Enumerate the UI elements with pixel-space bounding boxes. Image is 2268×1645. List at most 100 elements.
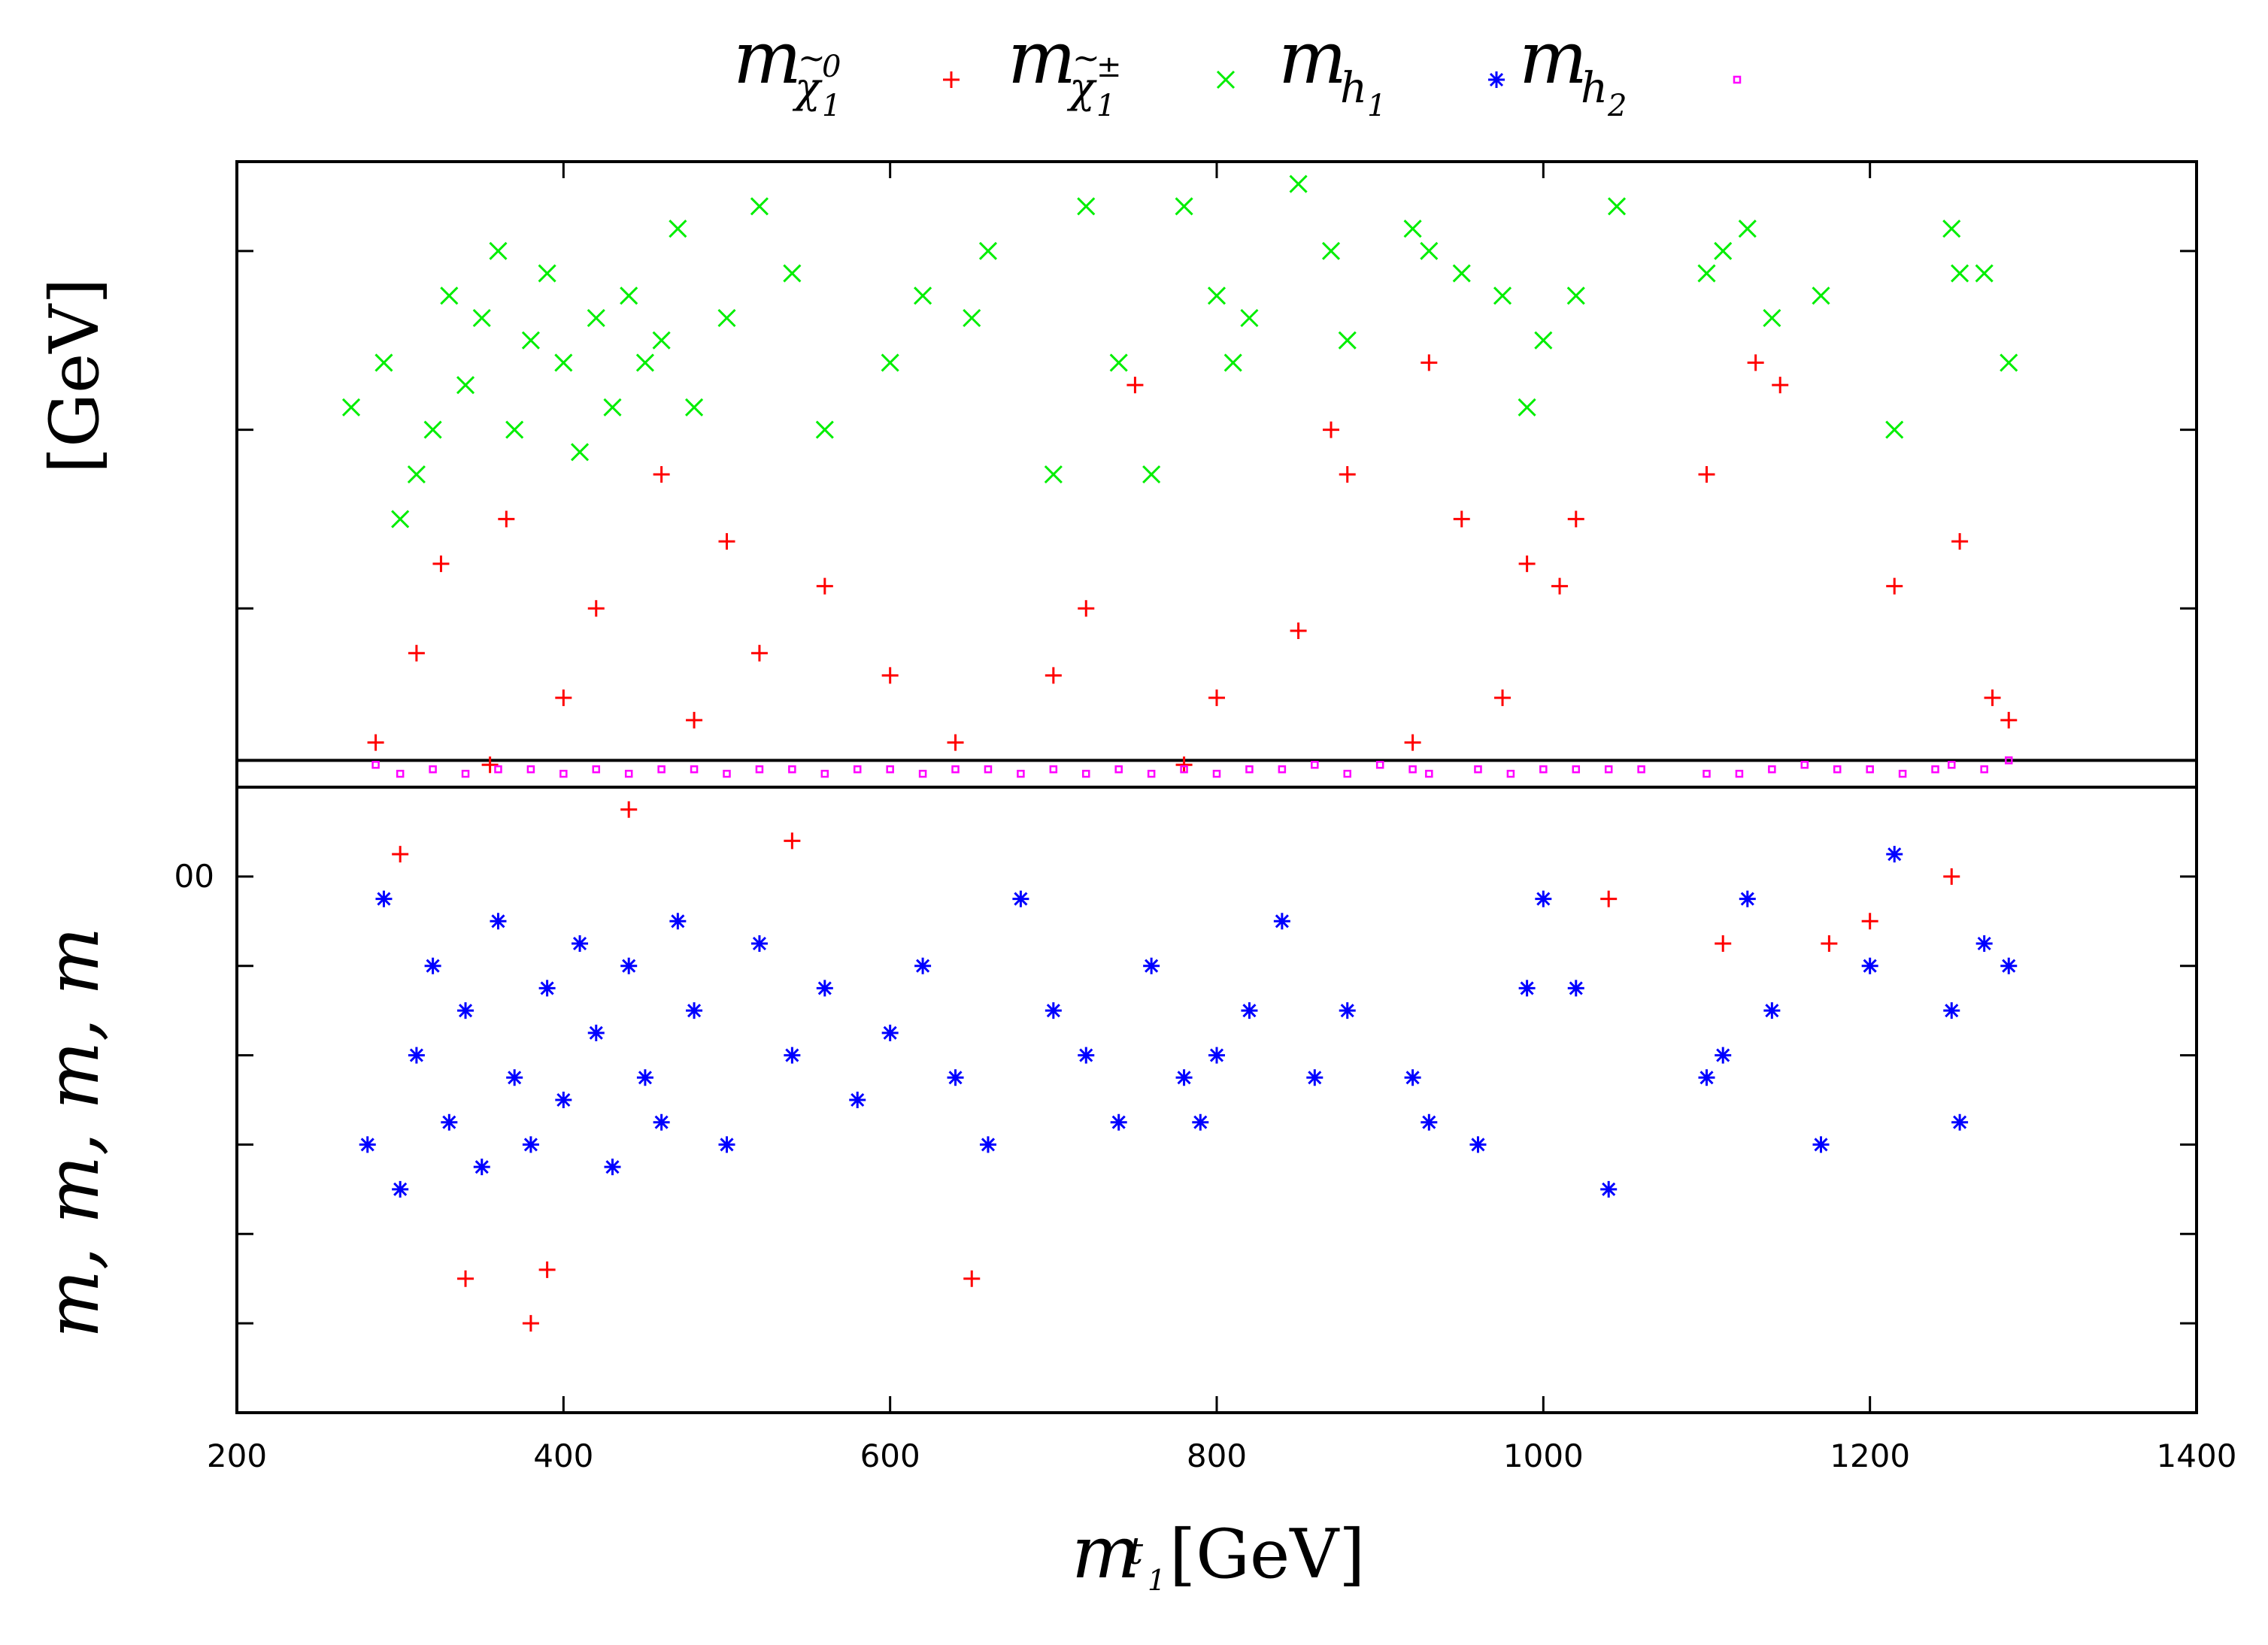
data-point-cross [1175, 197, 1193, 216]
data-point-cross [815, 420, 834, 439]
data-point-cross [440, 286, 459, 305]
data-point-cross [1493, 286, 1512, 305]
data-point-star [1715, 1047, 1732, 1064]
y-axis-symbols: m, m, m, m [31, 927, 115, 1338]
data-point-square [1800, 761, 1809, 769]
y-axis: 00 [174, 250, 2197, 1325]
data-point-star [1951, 1113, 1969, 1131]
data-point-plus [408, 644, 425, 662]
data-point-plus [943, 71, 960, 88]
data-point-plus [1045, 667, 1062, 684]
data-point-star [686, 1002, 703, 1019]
data-point-cross [1452, 264, 1471, 283]
data-point-star [604, 1159, 621, 1176]
data-point-cross [652, 331, 671, 350]
data-point-square [2005, 756, 2013, 765]
data-point-cross [407, 465, 426, 484]
data-point-star [636, 1069, 653, 1086]
data-point-plus [686, 711, 703, 729]
data-point-star [1763, 1002, 1781, 1019]
data-point-star [881, 1024, 899, 1041]
data-point-cross [538, 264, 556, 283]
x-axis-symbol: m [1072, 1510, 1140, 1595]
data-point-cross [1420, 241, 1439, 260]
data-point-cross [587, 308, 605, 328]
x-tick-label: 200 [207, 1437, 267, 1474]
x-axis-unit: [GeV] [1169, 1515, 1365, 1594]
series-m_h2 [371, 756, 2013, 778]
data-point-cross [521, 331, 540, 350]
x-axis: 200 400 600 800 1000 1200 1400 [207, 162, 2236, 1474]
data-point-star [490, 913, 507, 930]
data-point-cross [1109, 353, 1128, 372]
data-point-star [1943, 1002, 1960, 1019]
data-point-square [1833, 765, 1842, 774]
data-point-cross [1975, 264, 1994, 283]
data-point-plus [392, 846, 409, 863]
data-point-cross [881, 353, 899, 372]
data-point-star [653, 1113, 670, 1131]
data-point-square [1898, 769, 1907, 778]
data-point-plus [587, 600, 605, 617]
data-point-star [1975, 935, 1993, 952]
data-point-square [1147, 769, 1156, 778]
data-point-cross [1289, 174, 1308, 193]
data-point-square [1539, 765, 1548, 774]
data-point-plus [1494, 689, 1511, 707]
data-point-square [918, 769, 927, 778]
data-point-cross [456, 376, 475, 395]
data-point-plus [432, 555, 450, 572]
legend-symbol: m [1008, 16, 1076, 100]
x-axis-sub-index: 1 [1148, 1564, 1166, 1597]
data-point-star [1404, 1069, 1421, 1086]
data-point-square [1082, 769, 1090, 778]
data-point-cross [1321, 241, 1341, 260]
data-point-star [572, 935, 589, 952]
data-point-cross [717, 308, 736, 328]
data-point-cross [1714, 241, 1733, 260]
data-point-cross [2000, 353, 2018, 372]
data-point-square [371, 761, 380, 769]
data-point-plus [750, 644, 768, 662]
data-point-square [1114, 765, 1123, 774]
legend-entry-m_h2: mh 2 [1519, 16, 1742, 123]
data-point-cross [978, 241, 998, 260]
data-point-plus [1943, 868, 1960, 885]
data-point-plus [1421, 354, 1438, 371]
data-point-square [1375, 761, 1384, 769]
data-point-star [473, 1159, 490, 1176]
data-point-star [1273, 913, 1290, 930]
data-point-square [951, 765, 960, 774]
data-point-cross [914, 286, 932, 305]
data-point-plus [555, 689, 572, 707]
data-point-star [816, 980, 833, 997]
data-point-star [1078, 1047, 1095, 1064]
data-point-cross [1403, 220, 1422, 238]
data-point-plus [1078, 600, 1095, 617]
data-point-star [750, 935, 768, 952]
x-tick-label: 800 [1187, 1437, 1247, 1474]
data-point-star [784, 1047, 801, 1064]
data-point-star [1739, 890, 1756, 907]
data-point-square [1245, 765, 1254, 774]
data-point-plus [816, 577, 833, 595]
data-point-cross [505, 420, 524, 439]
data-point-star [669, 913, 687, 930]
data-point-square [788, 765, 796, 774]
data-point-square [1212, 769, 1221, 778]
data-point-star [914, 957, 932, 974]
data-point-cross [1518, 398, 1536, 417]
legend-symbol: m [1519, 16, 1587, 100]
data-point-plus [1715, 935, 1732, 952]
data-point-plus [367, 734, 384, 751]
data-point-square [429, 765, 437, 774]
data-point-cross [570, 443, 590, 462]
data-point-plus [1984, 689, 2001, 707]
legend-tilde: ~ [1072, 39, 1100, 77]
data-point-square [1637, 765, 1645, 774]
legend-tilde: ~ [798, 39, 826, 77]
data-point-star [506, 1069, 523, 1086]
data-point-plus [498, 510, 515, 528]
legend-subsub: 1 [1367, 89, 1386, 123]
